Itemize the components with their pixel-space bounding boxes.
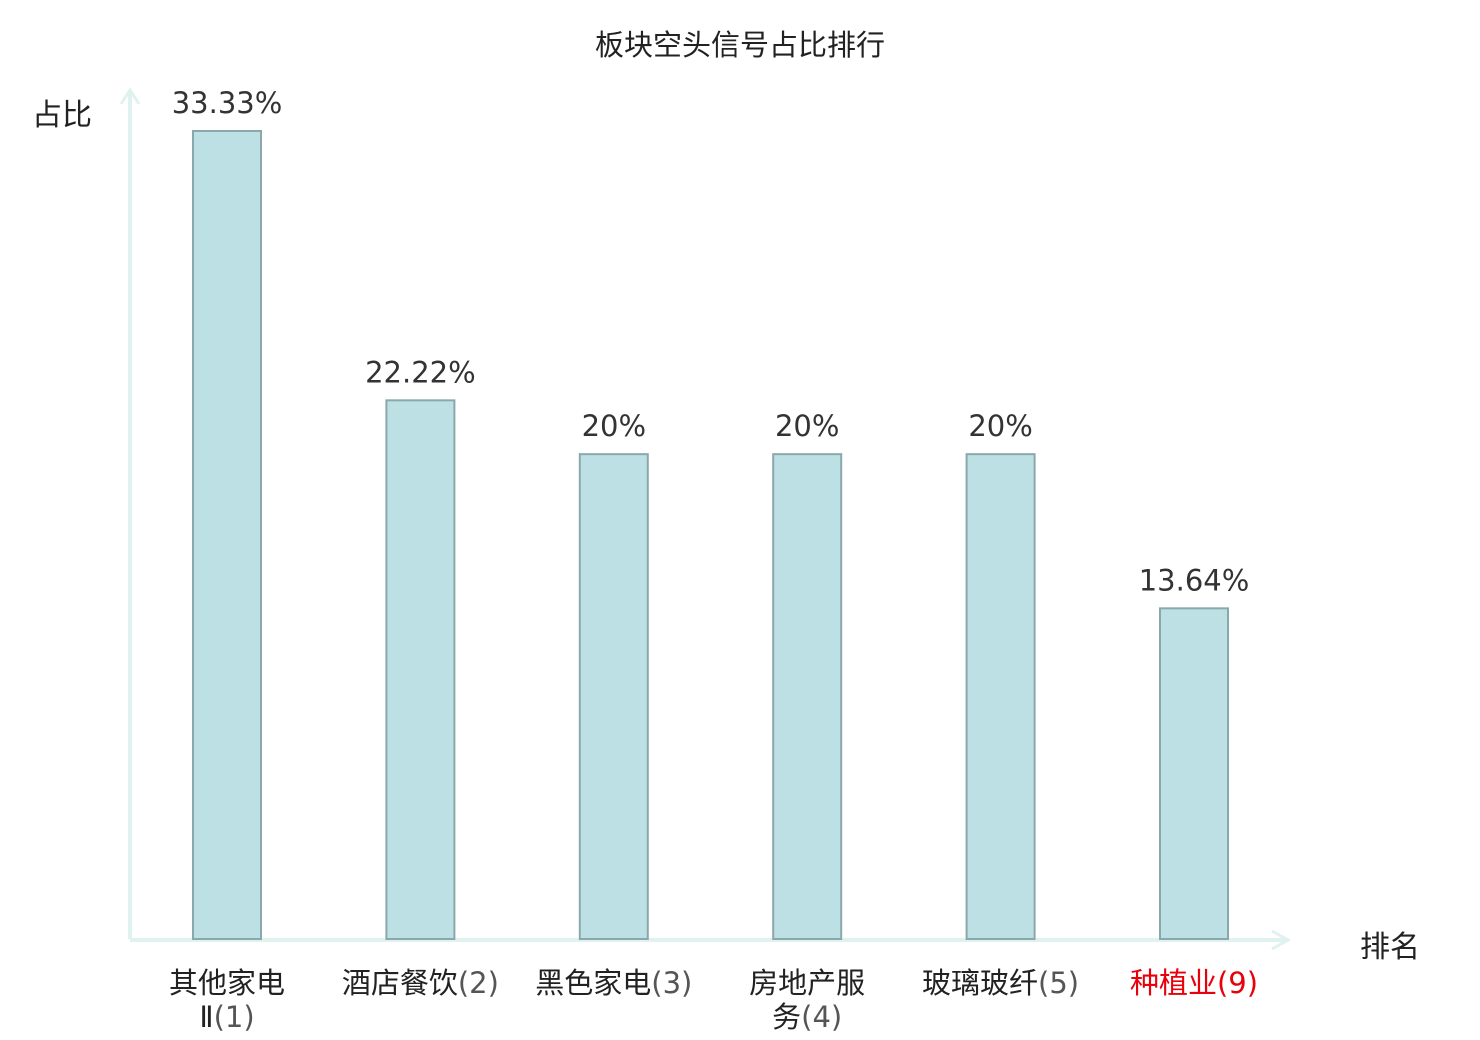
value-label-2: 22.22% bbox=[365, 355, 476, 389]
tick-category-name: 黑色家电 bbox=[535, 966, 652, 1000]
value-label-4: 20% bbox=[775, 409, 839, 443]
x-tick-label-4: 房地产服务(4) bbox=[737, 966, 877, 1034]
bars bbox=[192, 130, 1229, 941]
x-tick-label-6: 种植业(9) bbox=[1099, 966, 1289, 1000]
value-label-6: 13.64% bbox=[1139, 563, 1250, 597]
tick-category-rank: (2) bbox=[457, 966, 499, 1000]
bar-2 bbox=[385, 399, 456, 941]
tick-category-rank: (5) bbox=[1038, 966, 1080, 1000]
value-label-5: 20% bbox=[968, 409, 1032, 443]
tick-category-name: 种植业 bbox=[1129, 966, 1217, 1000]
y-axis-label: 占比 bbox=[32, 98, 92, 133]
tick-category-name: 房地产服务 bbox=[749, 966, 866, 1034]
chart-title: 板块空头信号占比排行 bbox=[594, 28, 885, 62]
value-labels: 33.33% 22.22% 20% 20% 20% 13.64% bbox=[172, 86, 1250, 597]
axes bbox=[119, 87, 1292, 951]
tick-category-rank: (3) bbox=[651, 966, 693, 1000]
x-axis-label: 排名 bbox=[1360, 930, 1420, 965]
bar-4 bbox=[772, 453, 843, 940]
bar-6 bbox=[1159, 607, 1229, 940]
tick-category-name: 酒店餐饮 bbox=[341, 966, 458, 1000]
tick-category-rank: (4) bbox=[801, 1000, 843, 1034]
tick-category-rank: (9) bbox=[1216, 966, 1259, 1000]
x-axis-arrow bbox=[1271, 929, 1292, 951]
x-tick-label-2: 酒店餐饮(2) bbox=[325, 966, 515, 1000]
tick-category-rank: (1) bbox=[213, 1000, 255, 1034]
tick-category-name: 玻璃玻纤 bbox=[922, 966, 1039, 1000]
value-label-1: 33.33% bbox=[172, 86, 283, 120]
bar-5 bbox=[965, 453, 1036, 940]
bar-1 bbox=[192, 130, 262, 940]
x-tick-label-1: 其他家电Ⅱ(1) bbox=[157, 966, 297, 1034]
x-tick-label-5: 玻璃玻纤(5) bbox=[906, 966, 1096, 1000]
bar-3 bbox=[578, 453, 649, 940]
value-label-3: 20% bbox=[582, 409, 646, 443]
tick-category-name: 其他家电Ⅱ bbox=[168, 966, 285, 1034]
x-tick-label-3: 黑色家电(3) bbox=[519, 966, 709, 1000]
y-axis-arrow bbox=[119, 87, 141, 105]
